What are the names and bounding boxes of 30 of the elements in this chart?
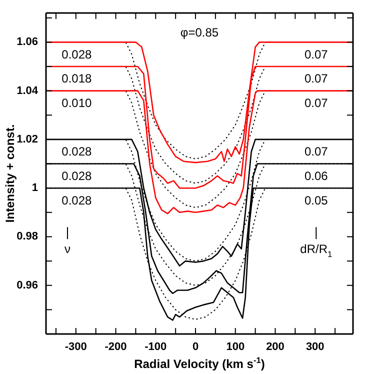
annotation: 0.028 — [62, 47, 92, 62]
annotation: 0.07 — [304, 47, 328, 62]
annotation: 0.018 — [62, 72, 92, 86]
x-tick-label: -300 — [64, 341, 87, 353]
y-tick-label: 0.96 — [16, 279, 38, 292]
y-tick-label: 1.02 — [16, 133, 38, 146]
annotation: 0.028 — [62, 168, 92, 183]
annotation: 0.07 — [304, 96, 328, 110]
x-tick-label: 100 — [226, 341, 245, 353]
annotation: 0.07 — [304, 72, 328, 86]
annotation: φ=0.85 — [180, 26, 219, 40]
x-tick-label: 200 — [266, 341, 284, 353]
y-tick-label: 0.98 — [16, 230, 38, 243]
x-axis-title: Radial Velocity (km s$^{-1}$) — [134, 355, 265, 371]
annotation: 0.05 — [304, 193, 328, 208]
y-tick-label: 1.06 — [16, 36, 38, 48]
annotation: ν — [64, 242, 70, 256]
annotation: dR/R$_{1}$ — [300, 242, 332, 260]
x-tick-label: 300 — [306, 341, 324, 353]
y-tick-label: 1.04 — [16, 84, 39, 97]
annotation: 0.028 — [62, 144, 92, 159]
annotation: 0.028 — [62, 193, 92, 208]
y-axis-title: Intensity + const. — [3, 124, 17, 223]
annotation: 0.07 — [304, 144, 328, 159]
x-tick-label: -200 — [104, 341, 127, 353]
y-tick-label: 1 — [32, 182, 38, 194]
annotation: 0.06 — [304, 168, 328, 183]
annotation: 0.010 — [62, 96, 92, 110]
x-tick-label: 0 — [192, 341, 199, 353]
x-tick-label: -100 — [144, 341, 167, 353]
